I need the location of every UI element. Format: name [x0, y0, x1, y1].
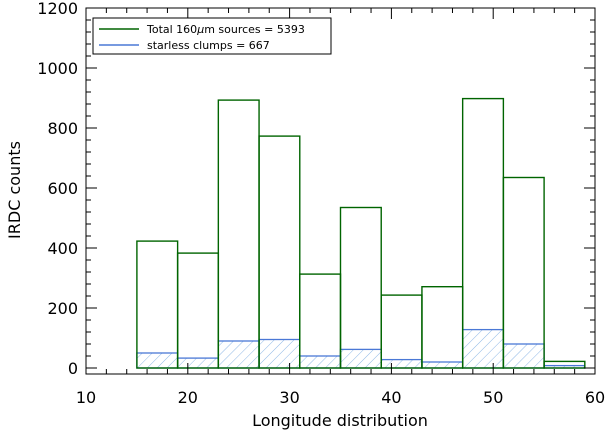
legend: Total 160μm sources = 5393 starless clum… — [92, 17, 332, 55]
legend-label-starless: starless clumps = 667 — [147, 39, 270, 52]
starless-bar — [217, 340, 260, 369]
total-bar — [176, 252, 220, 369]
legend-label-total-post: m sources = 5393 — [204, 23, 305, 36]
total-bar — [299, 273, 342, 369]
total-bar — [258, 135, 301, 369]
legend-label-total: Total 160μm sources = 5393 — [146, 23, 305, 36]
starless-bar — [421, 361, 464, 369]
x-tick-label: 50 — [483, 388, 503, 407]
y-tick-label: 800 — [47, 119, 78, 138]
y-tick-label: 0 — [68, 359, 78, 378]
y-tick-label: 400 — [47, 239, 78, 258]
y-tick-label: 1000 — [37, 59, 78, 78]
total-bar — [421, 286, 464, 369]
starless-bar — [136, 352, 179, 369]
legend-box — [92, 17, 332, 55]
starless-bar — [176, 357, 219, 369]
starless-bar — [299, 355, 342, 369]
legend-label-total-mu: μ — [196, 23, 204, 36]
total-bar — [461, 97, 505, 369]
x-tick-label: 20 — [178, 388, 198, 407]
y-tick-label: 1200 — [37, 0, 78, 18]
legend-label-total-pre: Total 160 — [146, 23, 197, 36]
x-tick-label: 60 — [585, 388, 605, 407]
starless-bar — [258, 338, 301, 369]
y-axis-label: IRDC counts — [5, 141, 24, 239]
total-bar — [380, 294, 423, 369]
plot-frame — [85, 7, 596, 375]
total-bar — [136, 240, 179, 369]
x-tick-label: 40 — [381, 388, 401, 407]
x-axis-label: Longitude distribution — [252, 411, 428, 430]
total-bar — [339, 206, 382, 369]
x-tick-label: 10 — [76, 388, 96, 407]
starless-bar — [380, 358, 423, 369]
total-bar — [217, 99, 260, 369]
starless-bar — [339, 348, 382, 369]
y-tick-label: 600 — [47, 179, 78, 198]
x-tick-label: 30 — [279, 388, 299, 407]
y-tick-label: 200 — [47, 299, 78, 318]
bars-layer — [136, 97, 586, 369]
total-bar — [543, 360, 586, 369]
starless-bar — [502, 343, 545, 369]
starless-bar — [462, 328, 505, 369]
total-bar — [502, 176, 545, 369]
